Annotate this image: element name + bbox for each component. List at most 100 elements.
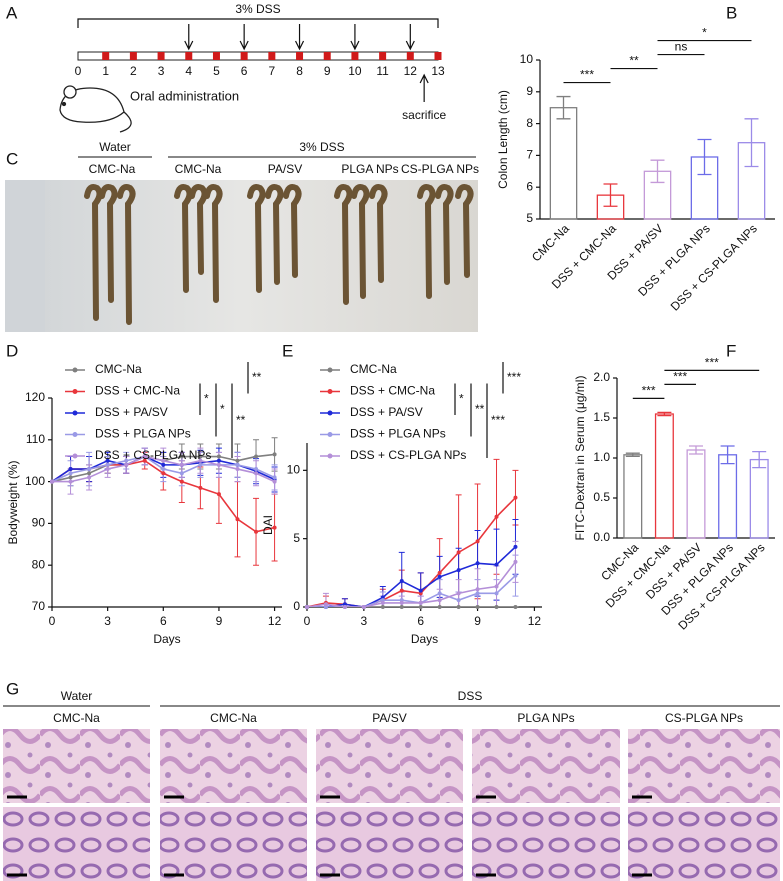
bar xyxy=(718,454,738,539)
data-point xyxy=(198,458,203,463)
legend-label: DSS + PLGA NPs xyxy=(350,427,446,441)
day-label: 2 xyxy=(130,64,137,78)
data-point xyxy=(418,605,423,609)
administration-arrow xyxy=(239,24,249,51)
data-point xyxy=(513,605,518,609)
data-point xyxy=(513,559,518,564)
data-point xyxy=(142,454,147,459)
data-point xyxy=(399,600,404,605)
legend-label: CMC-Na xyxy=(95,362,142,376)
panel-label: B xyxy=(726,3,737,22)
data-point xyxy=(418,591,423,596)
y-tick-label: 0 xyxy=(293,599,300,613)
data-point xyxy=(87,471,92,476)
colon-specimen xyxy=(283,184,302,278)
histology-image xyxy=(316,729,463,803)
dss-day-marker xyxy=(434,52,442,60)
panel-label: F xyxy=(726,341,736,360)
panel-label: C xyxy=(6,149,18,168)
data-point xyxy=(399,598,404,603)
legend-label: DSS + CS-PLGA NPs xyxy=(350,448,466,462)
y-tick-label: 5 xyxy=(293,531,300,545)
dss-day-marker xyxy=(406,52,414,60)
data-point xyxy=(216,458,221,463)
x-axis-title: Days xyxy=(153,632,180,646)
colon-specimen xyxy=(247,184,266,293)
administration-arrow xyxy=(295,24,305,51)
day-label: 7 xyxy=(269,64,276,78)
histology-image xyxy=(3,807,150,881)
colon-specimen xyxy=(417,184,436,299)
data-point xyxy=(513,544,518,549)
dss-day-marker xyxy=(296,52,304,60)
x-tick-label: 9 xyxy=(474,614,481,628)
y-tick-label: 9 xyxy=(526,84,533,98)
data-point xyxy=(105,462,110,467)
data-point xyxy=(105,458,110,463)
data-point xyxy=(456,591,461,596)
data-point xyxy=(418,600,423,605)
y-axis-title: Bodyweight (%) xyxy=(6,460,20,544)
x-tick-label: 0 xyxy=(49,614,56,628)
legend-marker xyxy=(72,410,78,416)
y-tick-label: 6 xyxy=(526,179,533,193)
bar xyxy=(549,107,578,220)
colon-specimen xyxy=(334,184,353,305)
y-tick-label: 10 xyxy=(287,463,301,477)
data-point xyxy=(418,588,423,593)
data-point xyxy=(216,454,221,459)
data-point xyxy=(161,462,166,467)
column-label: CMC-Na xyxy=(53,711,100,725)
column-label: PA/SV xyxy=(268,162,302,176)
data-point xyxy=(380,605,385,609)
day-label: 1 xyxy=(102,64,109,78)
data-point xyxy=(50,479,54,484)
data-point xyxy=(161,471,166,476)
data-point xyxy=(513,573,518,578)
data-point xyxy=(323,605,328,609)
x-tick-label: 6 xyxy=(417,614,424,628)
legend-marker xyxy=(327,389,333,394)
day-label: 3 xyxy=(158,64,165,78)
data-point xyxy=(456,550,461,555)
x-axis-title: Days xyxy=(411,632,438,646)
data-point xyxy=(235,458,240,463)
significance-label: *** xyxy=(507,370,521,384)
column-label: PLGA NPs xyxy=(341,162,398,176)
histology-images xyxy=(3,729,780,881)
data-point xyxy=(254,467,259,472)
legend-marker xyxy=(72,453,78,459)
day-label: 10 xyxy=(348,64,362,78)
x-tick-label: CMC-Na xyxy=(529,221,572,264)
data-point xyxy=(216,492,221,497)
dss-day-marker xyxy=(102,52,110,60)
significance-label: ** xyxy=(475,402,485,416)
error-bar xyxy=(650,159,665,184)
significance-label: *** xyxy=(580,68,594,82)
data-point xyxy=(272,475,277,480)
series-line xyxy=(307,497,517,607)
data-point xyxy=(323,602,328,607)
significance-label: * xyxy=(702,26,707,40)
administration-arrow xyxy=(405,24,415,51)
data-point xyxy=(142,458,147,463)
day-label: 11 xyxy=(376,64,389,78)
y-tick-label: 70 xyxy=(32,599,46,613)
dss-day-marker xyxy=(379,52,387,60)
data-point xyxy=(342,605,347,609)
ruler xyxy=(5,180,45,332)
data-point xyxy=(161,467,166,472)
legend-marker xyxy=(327,410,333,416)
data-point xyxy=(272,525,277,530)
data-point xyxy=(475,561,480,566)
y-tick-label: 120 xyxy=(25,390,45,404)
data-point xyxy=(475,539,480,544)
data-point xyxy=(399,579,404,584)
legend-marker xyxy=(72,389,78,394)
x-tick-label: 9 xyxy=(216,614,223,628)
dss-day-marker xyxy=(185,52,193,60)
histology-image xyxy=(472,807,620,881)
error-bar xyxy=(657,411,672,417)
colon-specimens xyxy=(84,184,474,325)
data-point xyxy=(494,591,499,596)
